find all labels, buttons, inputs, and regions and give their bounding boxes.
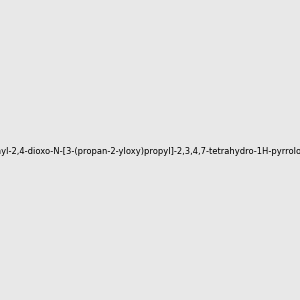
Text: 7-(furan-2-ylmethyl)-1,3-dimethyl-2,4-dioxo-N-[3-(propan-2-yloxy)propyl]-2,3,4,7: 7-(furan-2-ylmethyl)-1,3-dimethyl-2,4-di… <box>0 147 300 156</box>
